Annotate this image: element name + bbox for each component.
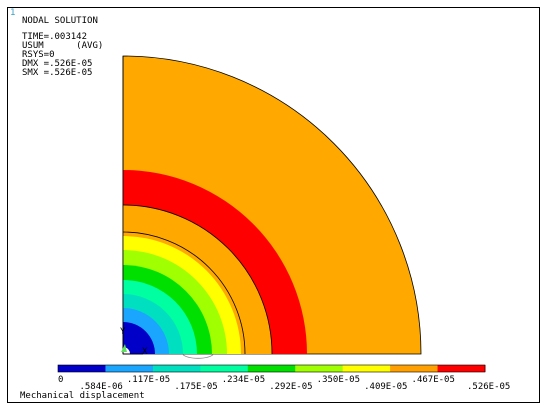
legend-label-bottom-5: .526E-05 [467, 382, 510, 392]
rsys-value: RSYS=0 [22, 50, 55, 60]
legend-label-top-5: .467E-05 [412, 375, 455, 385]
triad-marker-icon [121, 344, 127, 352]
legend-caption: Mechanical displacement [20, 391, 145, 401]
legend-swatch-4 [200, 365, 249, 372]
contour-band-10 [123, 322, 155, 354]
legend-label-top-3: .234E-05 [222, 375, 265, 385]
time-value: TIME=.003142 [22, 32, 88, 42]
triad-y-label: Y [120, 327, 126, 337]
origin-symbol [181, 353, 215, 359]
legend-label-bottom-3: .292E-05 [269, 382, 312, 392]
legend-swatch-7 [342, 365, 391, 372]
solution-title: NODAL SOLUTION [22, 16, 98, 26]
smx-value: SMX =.526E-05 [22, 68, 93, 78]
legend-swatch-8 [390, 365, 439, 372]
triad-x-label: X [142, 347, 148, 357]
result-item: USUM (AVG) [22, 41, 104, 51]
legend-swatch-6 [295, 365, 344, 372]
legend-swatch-5 [247, 365, 296, 372]
boundary-arc-inner [122, 231, 246, 355]
boundary-arc-outer [122, 204, 273, 355]
legend-label-bottom-2: .175E-05 [174, 382, 217, 392]
contour-plot [122, 55, 422, 355]
window-number: 1 [10, 8, 16, 18]
legend-label-top-2: .117E-05 [127, 375, 170, 385]
dmx-value: DMX =.526E-05 [22, 59, 93, 69]
legend-swatch-9 [437, 365, 486, 372]
legend-label-bottom-1: .584E-06 [79, 382, 122, 392]
legend-swatch-1 [58, 365, 106, 372]
contour-legend: 0 .117E-05 .234E-05 .350E-05 .467E-05 .584E-0… [57, 364, 510, 392]
legend-swatch-2 [105, 365, 154, 372]
legend-label-top-1: 0 [58, 375, 63, 385]
legend-bar-border [57, 364, 486, 373]
legend-swatch-3 [152, 365, 201, 372]
legend-label-bottom-4: .409E-05 [364, 382, 407, 392]
coordinate-triad: Y X [120, 327, 215, 359]
legend-label-top-4: .350E-05 [317, 375, 360, 385]
